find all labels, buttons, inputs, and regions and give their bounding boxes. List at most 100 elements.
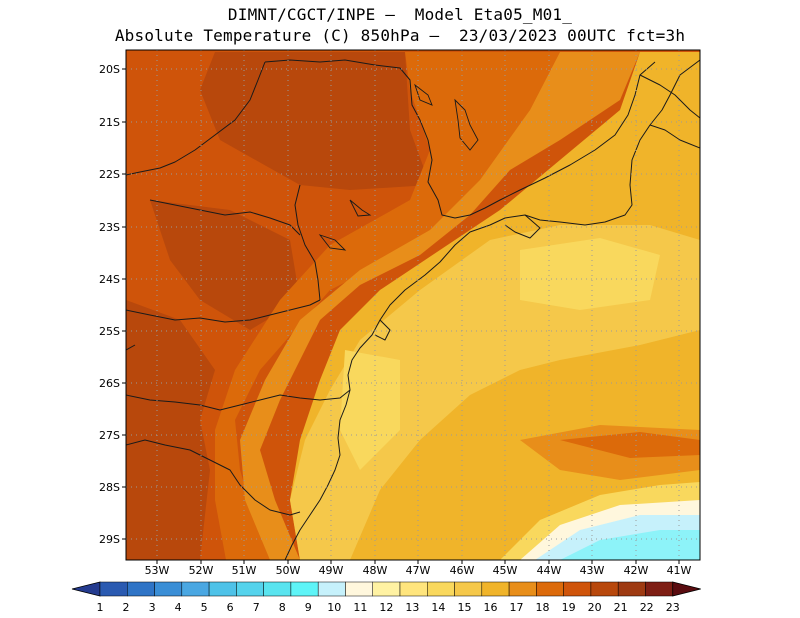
colorbar-swatch — [399, 581, 428, 597]
lon-label: 46W — [450, 564, 475, 577]
colorbar-label: 9 — [305, 601, 312, 614]
chart-title-line-1: DIMNT/CGCT/INPE – Model Eta05_M01_ — [227, 5, 573, 24]
lon-label: 44W — [537, 564, 562, 577]
border-sp-mg — [264, 59, 656, 219]
colorbar-swatch — [481, 581, 510, 597]
lon-labels: 53W 52W 51W 50W 49W 48W 47W 46W 45W 44W … — [145, 564, 692, 577]
field-warm-core-central — [150, 200, 300, 330]
colorbar-label: 17 — [510, 601, 524, 614]
lon-label: 50W — [276, 564, 301, 577]
coastal-inlet — [504, 214, 541, 239]
colorbar-label: 7 — [253, 601, 260, 614]
reservoir-3 — [349, 199, 372, 217]
border-sc-rs — [126, 439, 301, 516]
colorbar-swatch — [181, 581, 210, 597]
reservoir-4 — [318, 234, 347, 251]
lon-label: 51W — [232, 564, 257, 577]
border-paraguay-stub — [126, 344, 136, 351]
colorbar-label: 3 — [149, 601, 156, 614]
lon-label: 41W — [667, 564, 692, 577]
colorbar-swatch — [99, 581, 128, 597]
field-cyan-region — [560, 530, 700, 560]
colorbar: 1 2 3 4 5 6 7 8 9 10 11 12 13 14 15 16 17 18 19 20 21 22 23 — [71, 581, 701, 614]
colorbar-label: 18 — [536, 601, 550, 614]
field-orange-band — [215, 52, 560, 560]
colorbar-swatch — [645, 581, 673, 597]
graticule — [126, 50, 700, 560]
colorbar-label: 16 — [483, 601, 497, 614]
colorbar-label: 6 — [227, 601, 234, 614]
border-pr-north — [149, 199, 301, 236]
colorbar-swatch — [317, 581, 346, 597]
colorbar-swatch — [536, 581, 564, 597]
coastline — [284, 59, 700, 560]
field-warm-core-north — [200, 52, 430, 190]
colorbar-label: 19 — [562, 601, 576, 614]
lat-label: 22S — [99, 168, 120, 181]
lat-label: 21S — [99, 116, 120, 129]
lon-label: 42W — [624, 564, 649, 577]
map-frame — [125, 49, 701, 561]
colorbar-label: 5 — [201, 601, 208, 614]
colorbar-swatch — [590, 581, 619, 597]
field-yellow-patch — [520, 238, 660, 310]
colorbar-swatch — [127, 581, 155, 597]
colorbar-swatch — [617, 581, 646, 597]
colorbar-label: 14 — [431, 601, 445, 614]
field-yellow-coastal-patch — [340, 350, 400, 470]
field-amber-band — [240, 52, 640, 560]
field-southeast-tongue-core — [560, 432, 700, 458]
colorbar-label: 23 — [666, 601, 680, 614]
lon-label: 53W — [145, 564, 170, 577]
colorbar-swatch — [263, 581, 292, 597]
colorbar-label: 21 — [614, 601, 628, 614]
lon-label: 52W — [189, 564, 214, 577]
colorbar-swatch — [290, 581, 319, 597]
colorbar-label: 2 — [123, 601, 130, 614]
colorbar-swatch — [345, 581, 373, 597]
colorbar-swatch — [672, 581, 701, 597]
lat-label: 25S — [99, 325, 120, 338]
lat-label: 23S — [99, 221, 120, 234]
colorbar-swatch — [372, 581, 401, 597]
colorbar-swatch — [454, 581, 483, 597]
lat-label: 24S — [99, 273, 120, 286]
border-pr-south — [126, 299, 321, 323]
temperature-field — [126, 50, 700, 560]
lat-label: 20S — [99, 63, 120, 76]
colorbar-label: 20 — [588, 601, 602, 614]
lat-ticks — [122, 68, 126, 540]
border-mg-es — [639, 74, 700, 119]
bay-outline — [374, 319, 391, 341]
colorbar-label: 13 — [405, 601, 419, 614]
border-sc-north — [126, 389, 351, 411]
colorbar-label: 4 — [175, 601, 182, 614]
lat-label: 27S — [99, 429, 120, 442]
lat-labels: 20S 21S 22S 23S 24S 25S 26S 27S 28S 29S — [99, 63, 120, 546]
colorbar-label: 11 — [353, 601, 367, 614]
colorbar-swatch — [236, 581, 264, 597]
colorbar-swatch — [71, 581, 101, 597]
lat-label: 29S — [99, 533, 120, 546]
colorbar-swatch — [563, 581, 592, 597]
colorbar-swatch — [208, 581, 237, 597]
chart-title-line-2: Absolute Temperature (C) 850hPa – 23/03/… — [114, 26, 686, 45]
lon-ticks — [156, 560, 680, 564]
border-es-rj — [649, 124, 700, 149]
colorbar-label: 8 — [279, 601, 286, 614]
lat-label: 28S — [99, 481, 120, 494]
border-pr-sp — [294, 184, 321, 301]
colorbar-label: 15 — [457, 601, 471, 614]
lon-label: 45W — [493, 564, 518, 577]
boundaries — [126, 59, 700, 560]
colorbar-swatch — [427, 581, 455, 597]
lon-label: 49W — [319, 564, 344, 577]
colorbar-label: 22 — [640, 601, 654, 614]
lat-label: 26S — [99, 377, 120, 390]
lon-label: 43W — [580, 564, 605, 577]
colorbar-swatch — [508, 581, 537, 597]
field-light-yellow-plume — [290, 225, 700, 560]
border-ms-sp-west — [126, 61, 266, 176]
colorbar-label: 10 — [327, 601, 341, 614]
